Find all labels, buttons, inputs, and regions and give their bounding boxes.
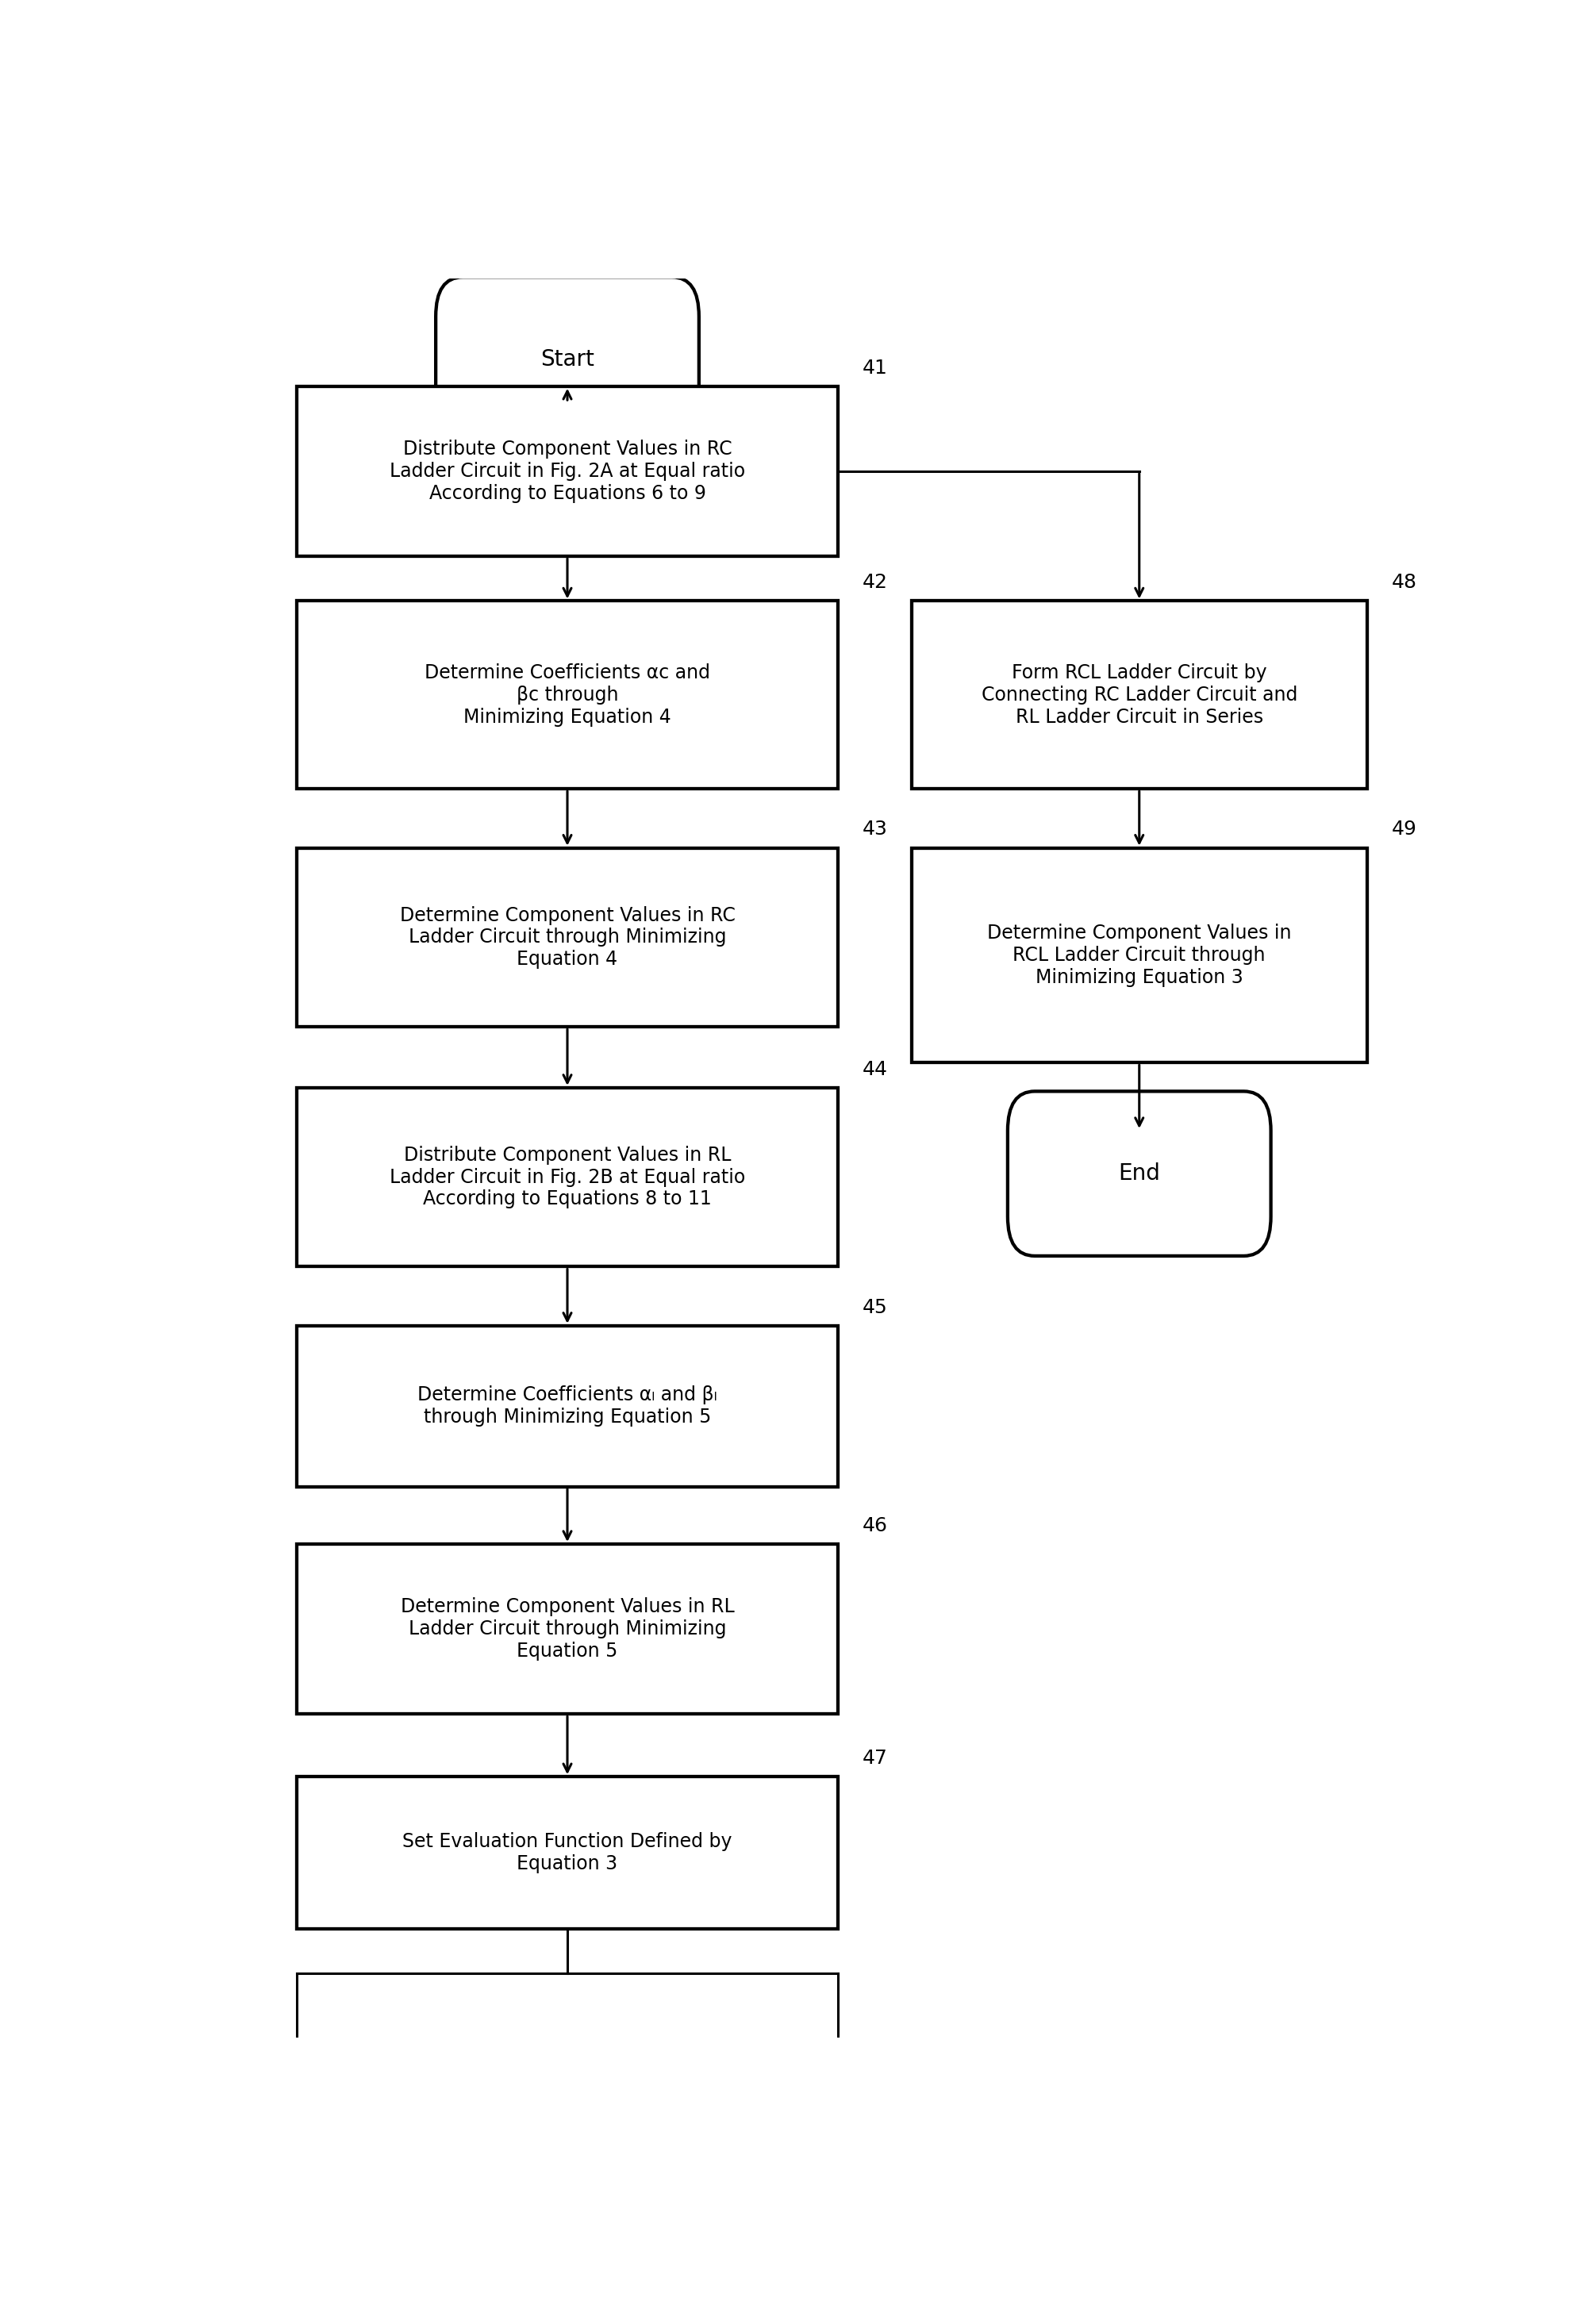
Text: Determine Component Values in
RCL Ladder Circuit through
Minimizing Equation 3: Determine Component Values in RCL Ladder…	[987, 923, 1292, 988]
Bar	[911, 602, 1366, 788]
Bar	[297, 1543, 838, 1715]
FancyBboxPatch shape	[1008, 1092, 1271, 1255]
Text: Determine Component Values in RL
Ladder Circuit through Minimizing
Equation 5: Determine Component Values in RL Ladder …	[400, 1597, 735, 1662]
Text: 42: 42	[863, 574, 889, 593]
Text: 47: 47	[863, 1748, 887, 1769]
Text: Distribute Component Values in RL
Ladder Circuit in Fig. 2B at Equal ratio
Accor: Distribute Component Values in RL Ladder…	[389, 1146, 746, 1208]
Text: 41: 41	[863, 358, 887, 376]
Text: Start: Start	[541, 349, 594, 370]
Bar	[297, 1088, 838, 1267]
Text: End: End	[1119, 1162, 1160, 1185]
Bar	[297, 386, 838, 555]
Bar	[297, 602, 838, 788]
Text: 48: 48	[1392, 574, 1417, 593]
Text: 46: 46	[863, 1515, 889, 1536]
Bar	[297, 1776, 838, 1929]
Text: Set Evaluation Function Defined by
Equation 3: Set Evaluation Function Defined by Equat…	[403, 1831, 732, 1873]
Text: Determine Coefficients αₗ and βₗ
through Minimizing Equation 5: Determine Coefficients αₗ and βₗ through…	[417, 1385, 717, 1427]
Text: 45: 45	[863, 1297, 887, 1318]
Text: Determine Component Values in RC
Ladder Circuit through Minimizing
Equation 4: Determine Component Values in RC Ladder …	[400, 906, 735, 969]
FancyBboxPatch shape	[436, 277, 698, 442]
Text: 49: 49	[1392, 820, 1417, 839]
Bar	[911, 848, 1366, 1062]
Text: 44: 44	[863, 1060, 889, 1078]
Text: 43: 43	[863, 820, 887, 839]
Bar	[297, 1325, 838, 1487]
Text: Determine Coefficients αᴄ and
βᴄ through
Minimizing Equation 4: Determine Coefficients αᴄ and βᴄ through…	[425, 662, 711, 727]
Text: Distribute Component Values in RC
Ladder Circuit in Fig. 2A at Equal ratio
Accor: Distribute Component Values in RC Ladder…	[389, 439, 746, 502]
Bar	[297, 848, 838, 1027]
Text: Form RCL Ladder Circuit by
Connecting RC Ladder Circuit and
RL Ladder Circuit in: Form RCL Ladder Circuit by Connecting RC…	[981, 662, 1297, 727]
